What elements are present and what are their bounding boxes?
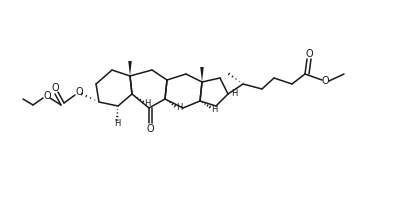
Text: H: H	[211, 104, 217, 114]
Text: O: O	[146, 124, 154, 134]
Text: O: O	[321, 76, 329, 86]
Polygon shape	[200, 67, 204, 82]
Text: O: O	[51, 83, 59, 93]
Text: H: H	[176, 103, 182, 113]
Text: O: O	[305, 49, 313, 59]
Text: H: H	[144, 100, 150, 108]
Text: O: O	[75, 87, 83, 97]
Text: H: H	[231, 89, 237, 99]
Text: O: O	[43, 91, 51, 101]
Polygon shape	[128, 61, 132, 76]
Text: H: H	[114, 120, 120, 128]
